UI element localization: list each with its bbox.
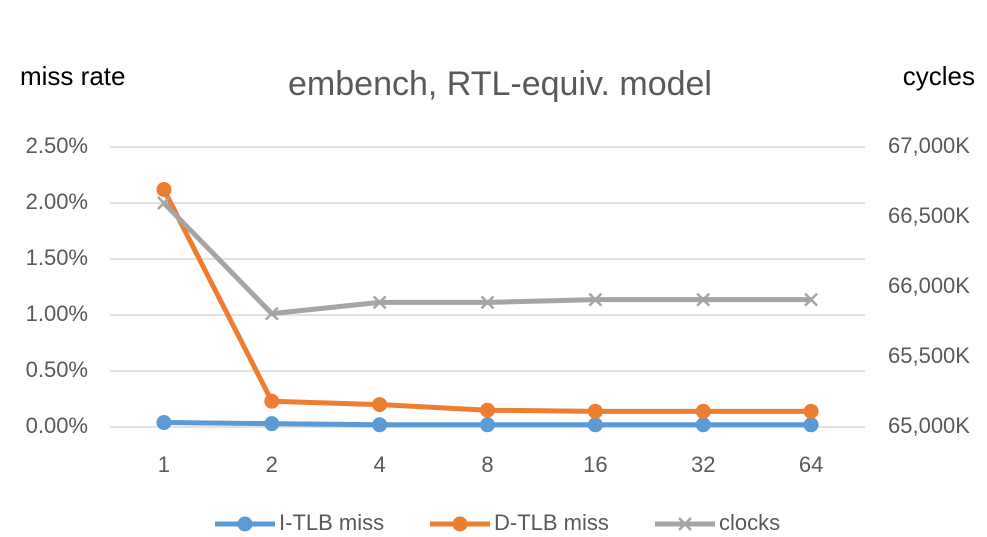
y2-tick-label: 66,000K bbox=[888, 273, 970, 298]
x-tick-label: 4 bbox=[374, 452, 386, 477]
y2-tick-label: 67,000K bbox=[888, 133, 970, 158]
data-point bbox=[696, 292, 711, 307]
x-tick-label: 32 bbox=[691, 452, 715, 477]
legend-marker bbox=[452, 516, 468, 532]
data-point bbox=[156, 182, 172, 198]
legend-label: D-TLB miss bbox=[494, 510, 609, 535]
data-point bbox=[695, 403, 711, 419]
data-point bbox=[157, 196, 171, 210]
x-tick-label: 64 bbox=[799, 452, 823, 477]
data-point bbox=[264, 393, 280, 409]
data-point bbox=[156, 415, 172, 431]
data-point bbox=[587, 417, 603, 433]
y-tick-label: 2.00% bbox=[26, 189, 88, 214]
data-point bbox=[264, 416, 280, 432]
legend-label: clocks bbox=[719, 510, 780, 535]
legend-label: I-TLB miss bbox=[279, 510, 384, 535]
y-tick-label: 0.50% bbox=[26, 357, 88, 382]
data-point bbox=[372, 397, 388, 413]
data-point bbox=[480, 402, 495, 418]
chart-title: embench, RTL-equiv. model bbox=[288, 65, 712, 103]
y2-axis-title: cycles bbox=[903, 61, 975, 91]
y-axis-title: miss rate bbox=[20, 61, 125, 91]
data-point bbox=[803, 417, 819, 433]
data-point bbox=[588, 292, 603, 307]
y2-tick-label: 66,500K bbox=[888, 203, 970, 228]
data-point bbox=[695, 417, 711, 433]
data-point bbox=[372, 295, 387, 310]
y-tick-label: 1.00% bbox=[26, 301, 88, 326]
x-tick-label: 8 bbox=[481, 452, 493, 477]
legend-marker bbox=[237, 516, 253, 532]
data-point bbox=[480, 417, 495, 433]
y-tick-label: 2.50% bbox=[26, 133, 88, 158]
legend-marker bbox=[678, 517, 692, 531]
y2-tick-label: 65,500K bbox=[888, 343, 970, 368]
y-tick-label: 0.00% bbox=[26, 413, 88, 438]
data-point bbox=[587, 403, 603, 419]
data-point bbox=[803, 403, 819, 419]
x-tick-label: 16 bbox=[583, 452, 607, 477]
x-tick-label: 2 bbox=[266, 452, 278, 477]
data-point bbox=[804, 292, 818, 307]
y-tick-label: 1.50% bbox=[26, 245, 88, 270]
x-tick-label: 1 bbox=[158, 452, 170, 477]
data-point bbox=[372, 417, 388, 433]
data-point bbox=[264, 306, 279, 321]
y2-tick-label: 65,000K bbox=[888, 413, 970, 438]
data-point bbox=[480, 295, 495, 310]
